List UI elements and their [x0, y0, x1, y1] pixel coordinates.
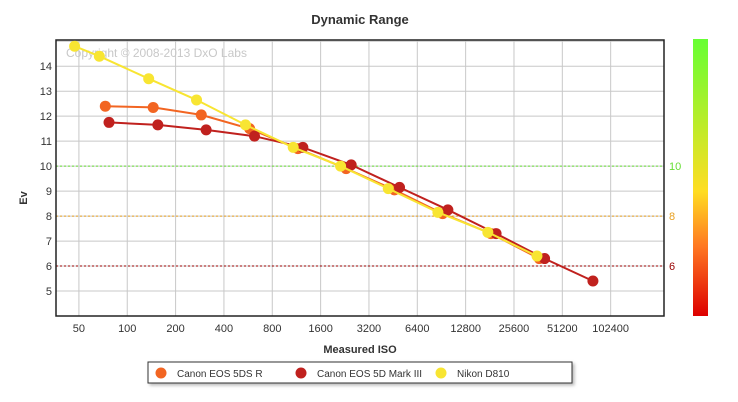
x-tick-label: 12800 — [450, 323, 481, 335]
x-tick-label: 1600 — [308, 323, 332, 335]
y-axis-ticks: 5 6 7 8 9 10 11 12 13 14 — [40, 61, 52, 298]
data-point — [240, 119, 252, 131]
x-tick-label: 3200 — [357, 323, 381, 335]
y-axis-title: Ev — [18, 190, 30, 204]
reference-line-label: 6 — [669, 261, 675, 273]
legend-label: Nikon D810 — [457, 369, 510, 380]
data-point — [93, 50, 105, 62]
data-point — [587, 275, 599, 287]
y-tick-label: 8 — [46, 211, 52, 223]
data-point — [482, 226, 494, 238]
data-point — [143, 73, 155, 85]
x-tick-label: 6400 — [405, 323, 429, 335]
legend-marker — [295, 367, 307, 379]
dynamic-range-colorbar — [693, 39, 708, 316]
legend-marker — [155, 367, 167, 379]
data-point — [69, 40, 81, 52]
grid — [56, 40, 664, 317]
copyright-text: Copyright © 2008-2013 DxO Labs — [66, 46, 247, 60]
data-point — [248, 130, 260, 142]
series-line — [108, 121, 594, 282]
x-tick-label: 51200 — [547, 323, 578, 335]
legend: Canon EOS 5DS R Canon EOS 5D Mark III Niko… — [147, 361, 573, 384]
data-point — [345, 159, 357, 171]
x-tick-label: 25600 — [499, 323, 530, 335]
data-point — [152, 119, 164, 131]
y-tick-label: 12 — [40, 111, 52, 123]
data-point — [99, 100, 111, 112]
series-group — [69, 40, 543, 262]
x-tick-label: 800 — [263, 323, 281, 335]
reference-line-label: 10 — [669, 161, 681, 173]
x-tick-label: 400 — [215, 323, 233, 335]
plot-frame — [55, 39, 665, 317]
y-tick-label: 5 — [46, 286, 52, 298]
data-point — [442, 204, 454, 216]
legend-box — [147, 361, 573, 384]
series — [69, 40, 599, 287]
x-axis-title: Measured ISO — [323, 344, 397, 356]
y-tick-label: 7 — [46, 236, 52, 248]
reference-lines — [56, 165, 664, 267]
data-point — [191, 94, 203, 106]
series-group — [103, 116, 599, 287]
data-point — [335, 160, 347, 172]
data-point — [195, 109, 207, 121]
legend-marker — [435, 367, 447, 379]
x-axis-ticks: 50 100 200 400 800 1600 3200 6400 12800 25600 5120… — [73, 323, 629, 335]
y-tick-label: 9 — [46, 186, 52, 198]
y-tick-label: 13 — [40, 86, 52, 98]
x-tick-label: 50 — [73, 323, 85, 335]
data-point — [432, 206, 444, 218]
x-tick-label: 102400 — [592, 323, 629, 335]
y-tick-label: 11 — [41, 136, 52, 148]
data-point — [200, 124, 212, 136]
data-point — [531, 250, 543, 262]
data-point — [287, 141, 299, 153]
data-point — [490, 228, 502, 240]
legend-label: Canon EOS 5D Mark III — [317, 369, 422, 380]
y-tick-label: 14 — [40, 61, 52, 73]
y-tick-label: 6 — [46, 261, 52, 273]
x-tick-label: 200 — [166, 323, 184, 335]
data-point — [394, 181, 406, 193]
x-tick-label: 100 — [118, 323, 136, 335]
data-point — [382, 183, 394, 195]
legend-label: Canon EOS 5DS R — [177, 369, 263, 380]
data-point — [103, 116, 115, 128]
reference-line-labels: 10 8 6 — [669, 161, 681, 273]
chart-title: Dynamic Range — [311, 12, 409, 27]
y-tick-label: 10 — [40, 161, 52, 173]
series-line — [105, 105, 540, 260]
reference-line-label: 8 — [669, 211, 675, 223]
data-point — [147, 101, 159, 113]
